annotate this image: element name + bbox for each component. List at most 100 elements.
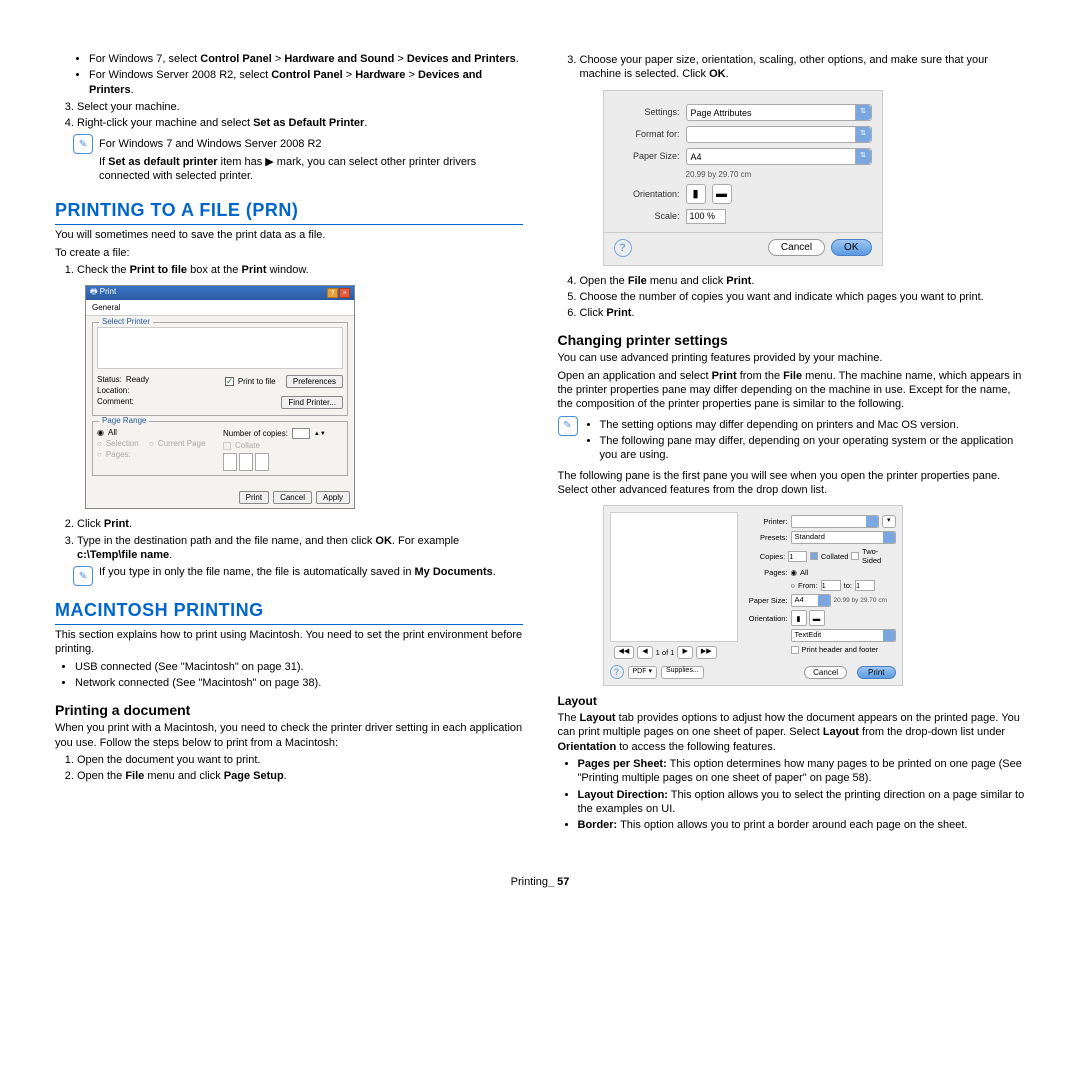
pd-steps: Open the document you want to print. Ope… bbox=[55, 753, 523, 784]
win-group-pagerange: Page Range bbox=[99, 416, 149, 425]
win-help-icon[interactable]: ? bbox=[327, 288, 338, 298]
bullet-win7: For Windows 7, select Control Panel > Ha… bbox=[89, 52, 523, 66]
collate-icon bbox=[223, 453, 343, 471]
nav-text: 1 of 1 bbox=[656, 648, 675, 657]
cps-p1: You can use advanced printing features p… bbox=[558, 351, 1026, 365]
mac-paper-dim: 20.99 by 29.70 cm bbox=[686, 170, 752, 179]
mac-paper-label: Paper Size: bbox=[614, 151, 680, 161]
prn-create: To create a file: bbox=[55, 246, 523, 260]
win-status-label: Status: bbox=[97, 375, 122, 384]
mac-paper-combo[interactable]: A4⇅ bbox=[686, 148, 872, 165]
win-print-dialog: 🖶 Print ?× General Select Printer Status… bbox=[85, 285, 355, 509]
print-button[interactable]: Print bbox=[239, 491, 269, 504]
bullet-winserver: For Windows Server 2008 R2, select Contr… bbox=[89, 68, 523, 97]
section-prn: PRINTING TO A FILE (PRN) bbox=[55, 200, 523, 225]
cps-p3: The following pane is the first pane you… bbox=[558, 469, 1026, 498]
mac-scale-input[interactable]: 100 % bbox=[686, 209, 726, 224]
help-icon[interactable]: ? bbox=[614, 239, 632, 257]
prn-intro: You will sometimes need to save the prin… bbox=[55, 228, 523, 242]
apply-button[interactable]: Apply bbox=[316, 491, 350, 504]
pd-step1: Open the document you want to print. bbox=[77, 753, 523, 767]
mac-network: Network connected (See "Macintosh" on pa… bbox=[75, 676, 523, 690]
mac-print-preview bbox=[610, 512, 738, 642]
win-printer-list[interactable] bbox=[97, 327, 343, 369]
note2-b2: The following pane may differ, depending… bbox=[600, 434, 1026, 463]
layout-bullets: Pages per Sheet: This option determines … bbox=[558, 757, 1026, 832]
note2-b1: The setting options may differ depending… bbox=[600, 418, 1026, 432]
win-comment: Comment: bbox=[97, 397, 217, 406]
phf-check[interactable] bbox=[791, 646, 799, 654]
layout-b3: Border: This option allows you to print … bbox=[578, 818, 1026, 832]
prn-step1: Check the Print to file box at the Print… bbox=[77, 263, 523, 277]
prn-step2: Click Print. bbox=[77, 517, 523, 531]
radio-selection: ○ bbox=[97, 439, 102, 448]
mp-presets-combo[interactable]: Standard bbox=[791, 531, 896, 544]
mac-page-setup-dialog: Settings: Page Attributes⇅ Format for: ⇅ P… bbox=[603, 90, 883, 266]
mac-settings-combo[interactable]: Page Attributes⇅ bbox=[686, 104, 872, 121]
nav-next-icon[interactable]: ▶ bbox=[677, 646, 692, 659]
right-steps-456: Open the File menu and click Print. Choo… bbox=[558, 274, 1026, 321]
mp-print-button[interactable]: Print bbox=[857, 666, 895, 679]
layout-b2: Layout Direction: This option allows you… bbox=[578, 788, 1026, 817]
radio-all[interactable]: ◉ bbox=[791, 568, 798, 577]
win-close-icon[interactable]: × bbox=[339, 288, 350, 298]
collated-check[interactable] bbox=[810, 552, 818, 560]
mac-ok-button[interactable]: OK bbox=[831, 239, 871, 256]
mac-format-combo[interactable]: ⇅ bbox=[686, 126, 872, 143]
nav-last-icon[interactable]: ▶▶ bbox=[696, 646, 717, 659]
mac-settings-label: Settings: bbox=[614, 107, 680, 117]
mac-print-dialog: ◀◀ ◀ 1 of 1 ▶ ▶▶ Printer:▾ Presets:Stand… bbox=[603, 505, 903, 686]
step-3: Select your machine. bbox=[77, 100, 523, 114]
nav-prev-icon[interactable]: ◀ bbox=[637, 646, 652, 659]
find-printer-button[interactable]: Find Printer... bbox=[281, 396, 343, 409]
win-status-value: Ready bbox=[126, 375, 149, 384]
mac-format-label: Format for: bbox=[614, 129, 680, 139]
sub-cps: Changing printer settings bbox=[558, 332, 1026, 348]
nav-first-icon[interactable]: ◀◀ bbox=[614, 646, 635, 659]
note-icon: ✎ bbox=[73, 566, 93, 586]
mac-cancel-button[interactable]: Cancel bbox=[768, 239, 825, 256]
radio-current: ○ bbox=[149, 439, 154, 448]
note-icon: ✎ bbox=[558, 416, 578, 436]
win-location: Location: bbox=[97, 386, 217, 395]
cancel-button[interactable]: Cancel bbox=[273, 491, 312, 504]
note-icon: ✎ bbox=[73, 134, 93, 154]
prn-note: If you type in only the file name, the f… bbox=[99, 566, 523, 578]
prn-steps: Check the Print to file box at the Print… bbox=[55, 263, 523, 277]
mp-printer-combo[interactable] bbox=[791, 515, 879, 528]
copies-label: Number of copies: bbox=[223, 429, 288, 438]
steps-3-4: Select your machine. Right-click your ma… bbox=[55, 100, 523, 131]
mp-paper-combo[interactable]: A4 bbox=[791, 594, 831, 607]
radio-from[interactable]: ○ bbox=[791, 581, 796, 590]
radio-all[interactable]: ◉ bbox=[97, 428, 104, 437]
mp-cancel-button[interactable]: Cancel bbox=[804, 666, 847, 679]
mac-orient-label: Orientation: bbox=[614, 189, 680, 199]
preferences-button[interactable]: Preferences bbox=[286, 375, 343, 388]
mp-printer-more[interactable]: ▾ bbox=[882, 515, 896, 528]
mp-app-combo[interactable]: TextEdit bbox=[791, 629, 896, 642]
right-steps-3: Choose your paper size, orientation, sca… bbox=[558, 53, 1026, 82]
mp-copies-input[interactable]: 1 bbox=[788, 551, 807, 562]
help-icon[interactable]: ? bbox=[610, 665, 624, 679]
print-to-file-checkbox[interactable] bbox=[225, 377, 234, 386]
supplies-button[interactable]: Supplies... bbox=[661, 666, 704, 679]
twosided-check[interactable] bbox=[851, 552, 859, 560]
win-tab-general[interactable]: General bbox=[86, 300, 354, 316]
mac-intro: This section explains how to print using… bbox=[55, 628, 523, 657]
radio-pages: ○ bbox=[97, 450, 102, 459]
portrait-icon[interactable]: ▮ bbox=[686, 184, 706, 204]
r-step3: Choose your paper size, orientation, sca… bbox=[580, 53, 1026, 82]
copies-input[interactable] bbox=[292, 428, 310, 439]
prn-step3: Type in the destination path and the fil… bbox=[77, 534, 523, 563]
page-footer: Printing_ 57 bbox=[0, 876, 1080, 888]
layout-p: The Layout tab provides options to adjus… bbox=[558, 711, 1026, 754]
portrait-icon[interactable]: ▮ bbox=[791, 610, 807, 626]
landscape-icon[interactable]: ▬ bbox=[809, 610, 825, 626]
r-step5: Choose the number of copies you want and… bbox=[580, 290, 1026, 304]
mac-scale-label: Scale: bbox=[614, 211, 680, 221]
pdf-button[interactable]: PDF ▾ bbox=[628, 666, 657, 679]
cps-p2: Open an application and select Print fro… bbox=[558, 369, 1026, 412]
win-group-selectprinter: Select Printer bbox=[99, 317, 153, 326]
layout-b1: Pages per Sheet: This option determines … bbox=[578, 757, 1026, 786]
landscape-icon[interactable]: ▬ bbox=[712, 184, 732, 204]
